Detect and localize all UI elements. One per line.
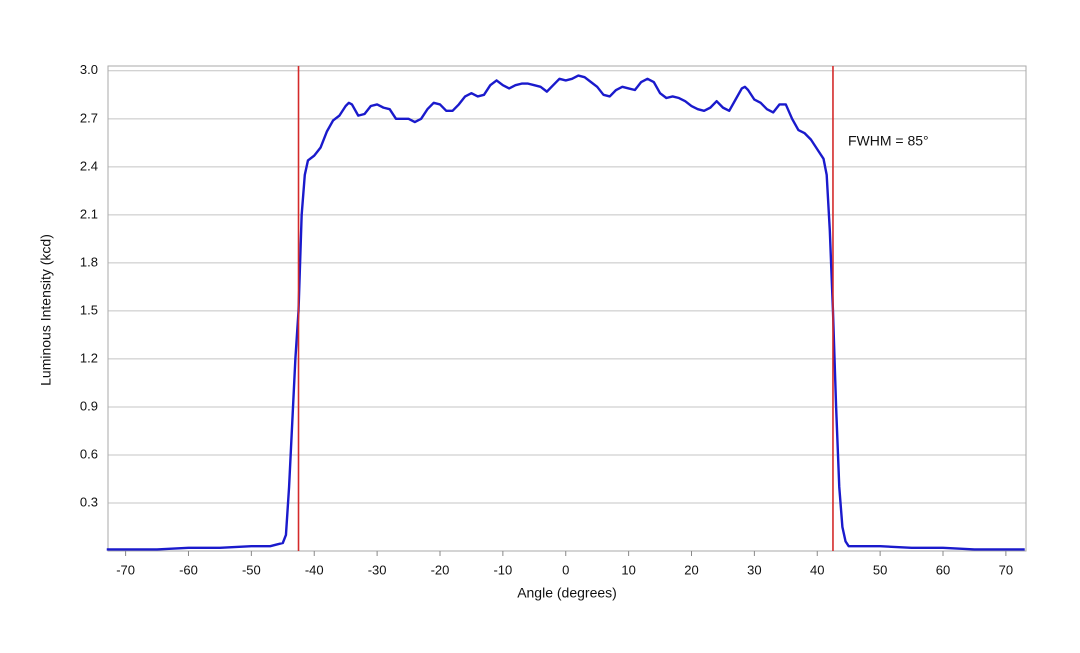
annotation: FWHM = 85° xyxy=(848,133,929,149)
x-tick-label: -20 xyxy=(431,562,450,577)
x-tick-label: 10 xyxy=(621,562,635,577)
x-tick-label: -30 xyxy=(368,562,387,577)
x-tick-label: 30 xyxy=(747,562,761,577)
x-tick-label: 0 xyxy=(562,562,569,577)
x-tick-label: 70 xyxy=(999,562,1013,577)
y-tick-label: 2.1 xyxy=(80,206,98,221)
x-tick-label: -50 xyxy=(242,562,261,577)
y-tick-label: 1.5 xyxy=(80,302,98,317)
x-tick-label: -10 xyxy=(493,562,512,577)
y-tick-label: 1.2 xyxy=(80,350,98,365)
y-tick-label: 0.9 xyxy=(80,398,98,413)
x-tick-label: -40 xyxy=(305,562,324,577)
y-tick-label: 0.6 xyxy=(80,446,98,461)
y-axis-label: Luminous Intensity (kcd) xyxy=(38,234,54,386)
x-tick-label: 60 xyxy=(936,562,950,577)
plot-frame xyxy=(107,65,1027,552)
x-tick-label: 50 xyxy=(873,562,887,577)
y-tick-label: 2.7 xyxy=(80,110,98,125)
y-tick-label: 2.4 xyxy=(80,158,98,173)
x-tick-label: 20 xyxy=(684,562,698,577)
x-tick-label: -70 xyxy=(116,562,135,577)
x-axis-label: Angle (degrees) xyxy=(517,585,617,601)
x-tick-label: -60 xyxy=(179,562,198,577)
y-tick-label: 1.8 xyxy=(80,254,98,269)
y-tick-label: 0.3 xyxy=(80,494,98,509)
x-tick-label: 40 xyxy=(810,562,824,577)
data-line xyxy=(106,74,1025,551)
y-tick-label: 3.0 xyxy=(80,62,98,77)
